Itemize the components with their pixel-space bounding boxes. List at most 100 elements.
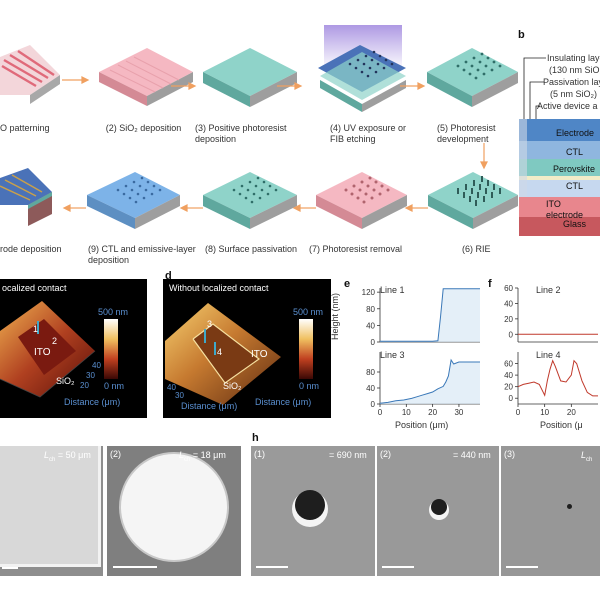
sem-g1-label: Lch = 50 μm (44, 450, 91, 463)
step7-caption: (7) Photoresist removal (309, 244, 403, 254)
stack-label-electrode: Electrode (556, 128, 595, 138)
panel-h-letter: h (252, 432, 259, 444)
step1-slab (0, 45, 60, 104)
panel-f-xlabel: Position (μ (540, 420, 583, 430)
sem-g1-pad (0, 446, 101, 567)
sem-g2-val: = 18 μm (190, 450, 226, 460)
panel-d-scale-top: 500 nm (293, 307, 324, 317)
panel-e-line3-label: Line 3 (380, 350, 405, 360)
plot-e-line3-area (380, 360, 480, 404)
step3-caption: (3) Positive photoresist deposition (195, 123, 287, 144)
sem-g2-scalebar (113, 566, 157, 568)
step10-slab (0, 168, 52, 226)
panel-g-sem-1: Lch = 50 μm (0, 446, 103, 576)
sem-h1-num: (1) (254, 449, 265, 459)
panel-e-xlabel: Position (μm) (395, 420, 449, 430)
step2-slab (99, 48, 193, 106)
panel-e-line1-label: Line 1 (380, 285, 405, 295)
sem-g1-val: = 50 μm (55, 450, 91, 460)
panel-d-axis: Distance (μm) (181, 401, 238, 411)
panel-c-scale-bottom: 0 nm (104, 381, 125, 391)
stack-label-ctl2: CTL (566, 181, 584, 191)
sem-g1-scalebar (2, 567, 18, 569)
plot-e-line1-area (380, 288, 480, 342)
process-flow-diagram (0, 25, 518, 229)
insulating-sub: (130 nm SiO₂ (549, 65, 600, 75)
panel-d-axis-right: Distance (μm) (255, 397, 312, 407)
panel-g-sem-2: (2) Lch = 18 μm (107, 446, 241, 576)
plot-f-line4-ytick-label: 40 (504, 371, 513, 380)
plot-f-line4-ytick-label: 0 (509, 394, 514, 403)
plot-e-line3-xtick-label: 10 (402, 408, 411, 417)
panel-c-colorbar (104, 319, 118, 379)
plot-e-line3-xtick-label: 30 (454, 408, 463, 417)
sem-h2-num: (2) (380, 449, 391, 459)
passivation-sub: (5 nm SiO₂) (550, 89, 597, 99)
insulating-label: Insulating laye (547, 53, 600, 63)
panel-c-tick-20: 20 (80, 381, 89, 390)
layer-stack (519, 119, 600, 236)
panel-d-title: Without localized contact (169, 283, 269, 293)
plot-f-line4-line (517, 359, 598, 397)
panel-c-tick-30: 30 (86, 371, 95, 380)
step5-slab (427, 48, 518, 107)
panel-h-sem-3: (3) Lch (501, 446, 600, 576)
sem-h2-label: = 440 nm (453, 450, 491, 460)
panel-d-marker3: 3 (207, 319, 213, 329)
plot-f-line4-ytick-label: 20 (504, 383, 513, 392)
panel-c-title: ocalized contact (2, 283, 67, 293)
stack-label-perovskite: Perovskite (553, 164, 596, 174)
sem-g2-l: L (179, 450, 185, 460)
step5-caption: (5) Photoresist development (437, 123, 496, 144)
plot-f-line4-ytick-label: 60 (504, 360, 513, 369)
panel-h-sem-2: (2) = 440 nm (377, 446, 499, 576)
panel-b-letter: b (518, 29, 525, 41)
panel-f-line4-label: Line 4 (536, 350, 561, 360)
active-label: Active device a (537, 101, 598, 111)
panel-e-ylabel: Height (nm) (330, 292, 340, 340)
panel-c-axis: Distance (μm) (64, 397, 121, 407)
panel-f-letter: f (488, 278, 492, 290)
panel-d-scale-bottom: 0 nm (299, 381, 320, 391)
panel-e-plot: 0 40 80 120 0 40 80 0 10 20 30 (362, 288, 480, 417)
step2-caption: (2) SiO₂ deposition (105, 123, 182, 133)
panel-d-marker4: 4 (217, 347, 223, 357)
plot-e-line3-ytick-label: 80 (366, 368, 375, 377)
plot-f-line2-ytick-label: 40 (504, 299, 513, 308)
panel-f-line2-label: Line 2 (536, 285, 561, 295)
plot-e-line3-ytick-label: 40 (366, 384, 375, 393)
step9-caption: (9) CTL and emissive-layer deposition (88, 244, 196, 265)
plot-e-line1-line (380, 288, 480, 342)
step6-caption: (6) RIE (462, 244, 491, 254)
sem-h1-label: = 690 nm (329, 450, 367, 460)
panel-d-tick-30: 30 (175, 391, 184, 400)
plot-e-line3-line (379, 358, 480, 404)
sem-h3-l: L (581, 450, 587, 460)
panel-c-marker1: 1 (33, 324, 39, 334)
step9-slab (87, 172, 180, 229)
sem-h3-sub: ch (586, 456, 593, 463)
plot-f-line2-ytick-label: 60 (504, 284, 513, 293)
panel-f-plot: 0 20 40 60 0 20 40 60 0 10 20 (504, 284, 598, 417)
stack-ctl-bottom (519, 180, 600, 197)
panel-c-tick-40: 40 (92, 361, 101, 370)
panel-c-scale-top: 500 nm (98, 307, 129, 317)
afm-d-surface (165, 303, 281, 405)
panel-d-colorbar (299, 319, 313, 379)
stack-label-ito: ITO electrode (546, 199, 584, 220)
passivation-label: Passivation lay (543, 77, 600, 87)
plot-f-line2-ytick-label: 0 (509, 330, 514, 339)
panel-d-letter: d (165, 270, 172, 282)
step7-slab (316, 172, 407, 229)
sem-h2-hole (431, 499, 447, 515)
panel-d-sio2: SiO₂ (223, 381, 242, 391)
stack-label-ctl1: CTL (566, 147, 584, 157)
stack-glass (519, 217, 600, 236)
plot-f-line4-xtick-label: 0 (516, 408, 521, 417)
sem-g2-num: (2) (110, 449, 121, 459)
step4-slab (318, 25, 406, 112)
sem-h1-hole (295, 490, 325, 520)
panel-e-letter: e (344, 278, 351, 290)
sem-h3-scalebar (506, 566, 538, 568)
plot-f-line4-xtick-label: 10 (540, 408, 549, 417)
